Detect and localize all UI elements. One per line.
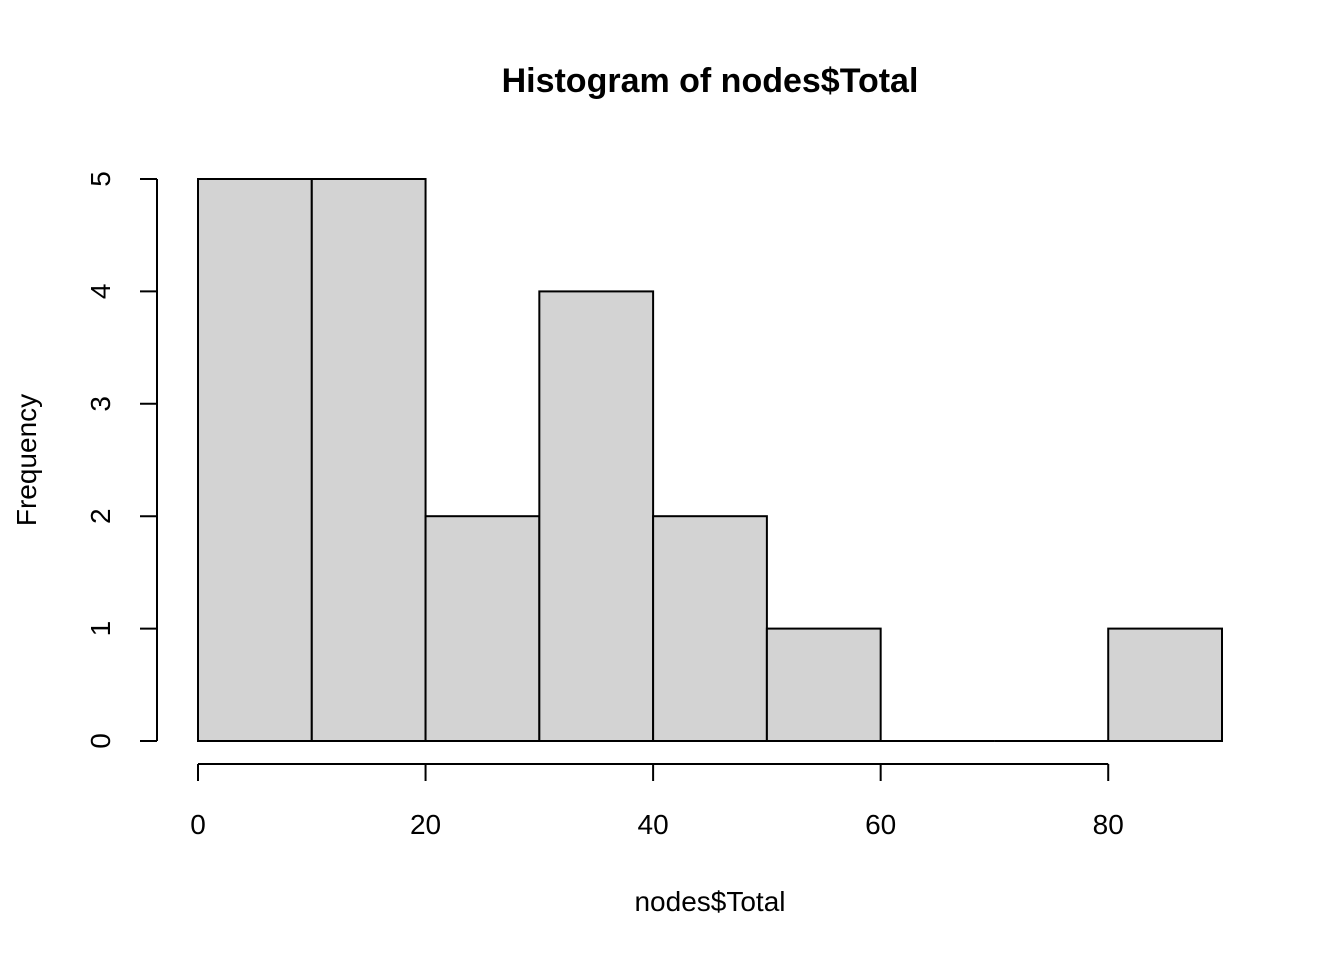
x-tick-label: 80 — [1093, 809, 1124, 840]
histogram-bar — [652, 515, 768, 743]
histogram-bar — [1107, 627, 1223, 742]
y-tick-label: 5 — [85, 171, 116, 187]
y-tick-label: 4 — [85, 284, 116, 300]
histogram-bar — [538, 290, 655, 742]
x-tick-label: 40 — [638, 809, 669, 840]
y-tick-label: 1 — [85, 621, 116, 637]
x-tick-label: 0 — [190, 809, 206, 840]
y-axis-label: Frequency — [11, 394, 42, 526]
chart-title: Histogram of nodes$Total — [502, 62, 919, 100]
bars-layer — [197, 178, 1223, 743]
histogram-bar — [310, 178, 427, 742]
histogram-bar — [197, 178, 313, 742]
y-tick-label: 0 — [85, 733, 116, 749]
x-tick-label: 60 — [865, 809, 896, 840]
x-axis: 0 20 40 60 80 — [190, 763, 1124, 840]
y-axis: 0 1 2 3 4 5 — [85, 171, 158, 749]
y-tick-label: 3 — [85, 396, 116, 412]
histogram-bar — [424, 515, 541, 743]
x-axis-label: nodes$Total — [634, 886, 785, 917]
y-tick-label: 2 — [85, 508, 116, 524]
histogram-bar — [765, 627, 882, 742]
x-tick-label: 20 — [410, 809, 441, 840]
